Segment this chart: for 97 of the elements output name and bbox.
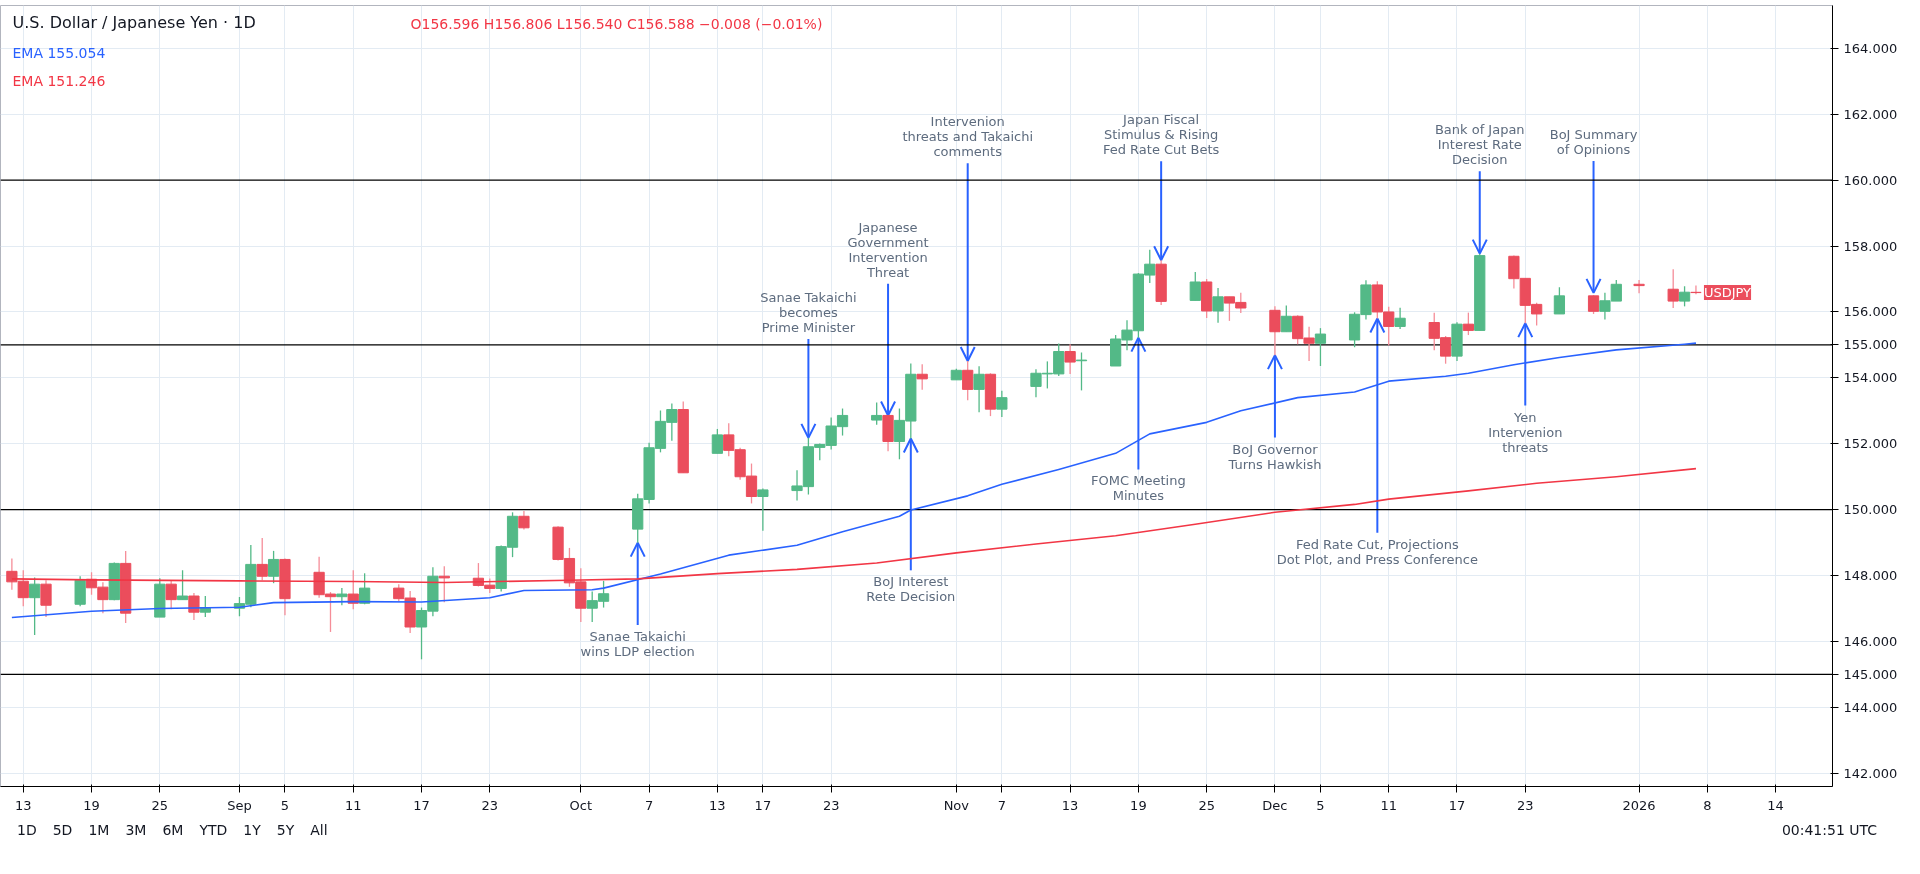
x-tick-label: 23 [481,797,499,813]
x-tick-label: 11 [1380,797,1397,813]
ref-line-label: 155.000 [1843,337,1898,353]
ref-line-label: 150.000 [1843,502,1898,518]
text: 5D [52,821,73,840]
candlestick [336,587,348,606]
annotation: FOMC Meeting Minutes [1091,473,1186,504]
candlestick [996,390,1008,418]
text: EMA 155.054 [12,44,106,61]
x-tick-label: 5 [280,797,290,813]
x-tick-label: Sep [227,797,252,813]
y-tick-label: 164.000 [1843,40,1898,56]
candlestick [176,569,189,601]
candlestick [1690,284,1702,295]
annotation: BoJ Governor Turns Hawkish [1227,441,1322,472]
x-tick-label: 13 [1061,797,1079,813]
text: 1Y [243,821,261,840]
y-tick-label: 142.000 [1843,765,1898,781]
candlestick [1678,285,1691,308]
x-tick-label: 25 [1198,797,1215,813]
candlestick [518,510,530,531]
ref-line-label: 145.000 [1843,666,1898,682]
text: 3M [125,821,147,840]
annotation: Yen Intervenion threats [1488,409,1563,455]
candlestick [1394,307,1406,330]
x-tick-label: 25 [151,797,169,813]
candlestick [1280,304,1292,333]
text: YTD [199,821,228,840]
text: U.S. Dollar / Japanese Yen · 1D [12,12,256,32]
annotation: Sanae Takaichi wins LDP election [580,629,695,660]
y-tick-label: 144.000 [1843,699,1898,715]
candlestick [188,592,200,621]
candlestick [1633,279,1645,294]
candlestick [165,579,177,610]
candlestick [916,363,928,391]
text: 00:41:51 UTC [1781,821,1877,840]
candlestick [256,537,268,581]
x-tick-label: 8 [1703,797,1712,813]
candlestick [438,565,450,603]
text: 1M [88,821,110,840]
text: All [310,821,328,840]
candlestick [1667,268,1679,309]
annotation: Sanae Takaichi becomes Prime Minister [760,289,857,335]
candlestick [1314,327,1327,367]
y-tick-label: 162.000 [1843,106,1898,122]
annotation: BoJ Summary of Opinions [1549,127,1638,158]
x-tick-label: 19 [83,797,100,813]
annotation: BoJ Interest Rete Decision [866,574,956,605]
x-tick-label: 17 [754,797,772,813]
text: 1D [17,821,37,840]
candlestick [267,550,280,584]
candlestick [1189,271,1201,302]
text: EMA 151.246 [12,72,106,89]
annotation: Japanese Government Intervention Threat [847,219,929,280]
x-tick-label: 13 [14,797,32,813]
x-tick-label: 7 [997,797,1006,813]
y-tick-label: 152.000 [1843,436,1898,452]
annotation: USDJPY [1703,285,1752,301]
x-tick-label: 14 [1767,797,1784,813]
y-tick-label: 156.000 [1843,304,1898,320]
y-tick-label: 148.000 [1843,568,1898,584]
x-tick-label: Dec [1262,797,1288,813]
x-tick-label: Oct [569,797,593,813]
candlestick [973,365,985,413]
x-tick-label: 11 [344,797,362,813]
candlestick [871,401,883,426]
x-tick-label: Nov [943,797,970,813]
candlestick [757,487,769,532]
y-tick-label: 146.000 [1843,634,1898,649]
ref-line-label: 160.000 [1843,172,1898,188]
text: 5Y [276,821,295,840]
x-tick-label: 23 [1517,797,1534,813]
text: 6M [162,821,184,840]
annotation: Fed Rate Cut, Projections Dot Plot, and Press Conference [1276,536,1478,567]
x-tick-label: 7 [644,797,654,813]
x-tick-label: 19 [1130,797,1147,813]
candlestick [1462,311,1474,336]
y-tick-label: 154.000 [1843,370,1898,386]
x-tick-label: 17 [413,797,430,813]
candlestick [1587,294,1600,315]
text: O156.596 H156.806 L156.540 C156.588 −0.008 (−0.01%) [410,15,823,32]
candlestick [1212,287,1224,324]
x-tick-label: 17 [1448,797,1466,813]
x-tick-label: 13 [709,797,726,813]
annotation: Intervenion threats and Takaichi comments [902,114,1034,160]
candlestick [1075,351,1088,392]
annotation: Japan Fiscal Stimulus & Rising Fed Rate Cut Bets [1102,112,1220,158]
candlestick [1064,343,1076,375]
candlestick [40,579,52,618]
y-tick-label: 158.000 [1843,238,1898,254]
x-tick-label: 23 [822,797,840,813]
x-tick-label: 5 [1316,797,1325,813]
candlestick [711,428,723,454]
candlestick [347,569,359,610]
candlestick [1553,286,1566,315]
x-tick-label: 2026 [1622,797,1656,813]
annotation: Bank of Japan Interest Rate Decision [1434,122,1525,168]
